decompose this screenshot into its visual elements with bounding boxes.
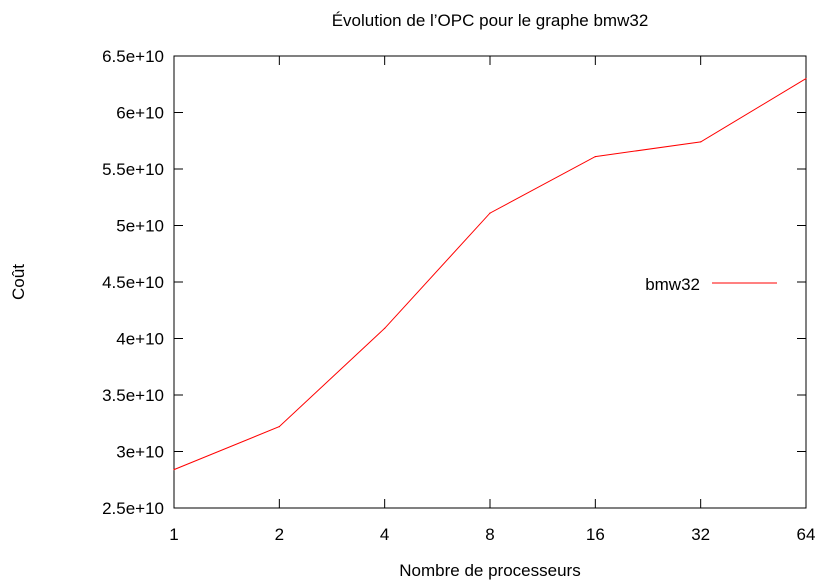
legend: bmw32 bbox=[645, 275, 777, 294]
y-axis-label: Coût bbox=[9, 264, 28, 300]
y-tick-label: 4e+10 bbox=[116, 330, 164, 349]
x-axis-label: Nombre de processeurs bbox=[399, 561, 580, 580]
x-tick-label: 1 bbox=[169, 525, 178, 544]
x-tick-label: 16 bbox=[586, 525, 605, 544]
series-line-bmw32 bbox=[173, 78, 807, 471]
y-tick-label: 4.5e+10 bbox=[102, 273, 164, 292]
y-tick-label: 6.5e+10 bbox=[102, 47, 164, 66]
data-point bbox=[805, 78, 807, 80]
data-point bbox=[173, 469, 175, 471]
y-tick-label: 5e+10 bbox=[116, 217, 164, 236]
x-tick-label: 8 bbox=[485, 525, 494, 544]
y-tick-label: 2.5e+10 bbox=[102, 499, 164, 518]
data-point bbox=[700, 141, 702, 143]
x-tick-label: 4 bbox=[380, 525, 389, 544]
plot-area bbox=[173, 55, 807, 509]
legend-label-bmw32: bmw32 bbox=[645, 275, 700, 294]
x-tick-label: 32 bbox=[691, 525, 710, 544]
series-layer bbox=[173, 78, 807, 471]
x-tick-label: 2 bbox=[275, 525, 284, 544]
y-tick-label: 5.5e+10 bbox=[102, 160, 164, 179]
y-tick-label: 3.5e+10 bbox=[102, 386, 164, 405]
x-axis: 1 2 4 8 16 32 64 bbox=[169, 56, 815, 544]
chart-title: Évolution de l’OPC pour le graphe bmw32 bbox=[332, 11, 649, 30]
data-point bbox=[489, 212, 491, 214]
y-axis: 2.5e+10 3e+10 3.5e+10 4e+10 4.5e+10 5e+10 5.5e… bbox=[102, 47, 806, 518]
x-tick-label: 64 bbox=[797, 525, 816, 544]
data-point bbox=[594, 156, 596, 158]
data-point bbox=[278, 426, 280, 428]
y-tick-label: 3e+10 bbox=[116, 443, 164, 462]
y-tick-label: 6e+10 bbox=[116, 104, 164, 123]
plot-frame bbox=[173, 55, 807, 509]
data-point bbox=[384, 327, 386, 329]
